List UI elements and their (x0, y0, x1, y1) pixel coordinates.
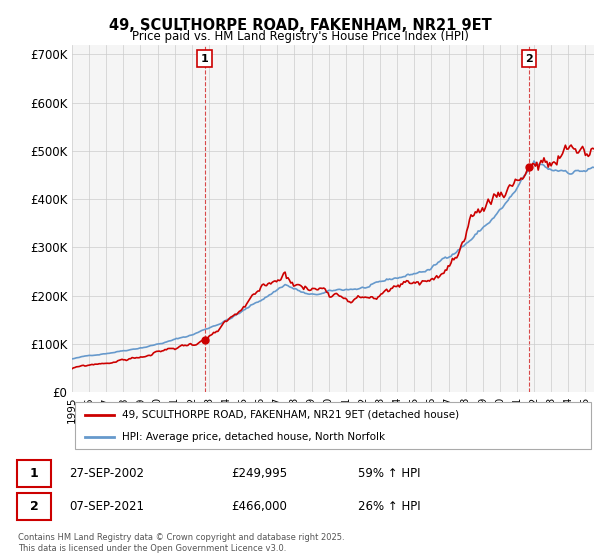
Text: 26% ↑ HPI: 26% ↑ HPI (358, 500, 420, 514)
Text: Contains HM Land Registry data © Crown copyright and database right 2025.
This d: Contains HM Land Registry data © Crown c… (18, 533, 344, 553)
Text: 07-SEP-2021: 07-SEP-2021 (70, 500, 145, 514)
Text: 2: 2 (29, 500, 38, 514)
Text: £249,995: £249,995 (231, 466, 287, 480)
Text: 27-SEP-2002: 27-SEP-2002 (70, 466, 145, 480)
Text: Price paid vs. HM Land Registry's House Price Index (HPI): Price paid vs. HM Land Registry's House … (131, 30, 469, 43)
FancyBboxPatch shape (74, 402, 592, 449)
Text: 49, SCULTHORPE ROAD, FAKENHAM, NR21 9ET: 49, SCULTHORPE ROAD, FAKENHAM, NR21 9ET (109, 18, 491, 34)
Text: HPI: Average price, detached house, North Norfolk: HPI: Average price, detached house, Nort… (122, 432, 385, 442)
FancyBboxPatch shape (17, 460, 51, 487)
Text: 1: 1 (29, 466, 38, 480)
Text: 1: 1 (201, 54, 209, 64)
Text: £466,000: £466,000 (231, 500, 287, 514)
Text: 2: 2 (525, 54, 533, 64)
FancyBboxPatch shape (17, 493, 51, 520)
Text: 49, SCULTHORPE ROAD, FAKENHAM, NR21 9ET (detached house): 49, SCULTHORPE ROAD, FAKENHAM, NR21 9ET … (122, 409, 459, 419)
Text: 59% ↑ HPI: 59% ↑ HPI (358, 466, 420, 480)
